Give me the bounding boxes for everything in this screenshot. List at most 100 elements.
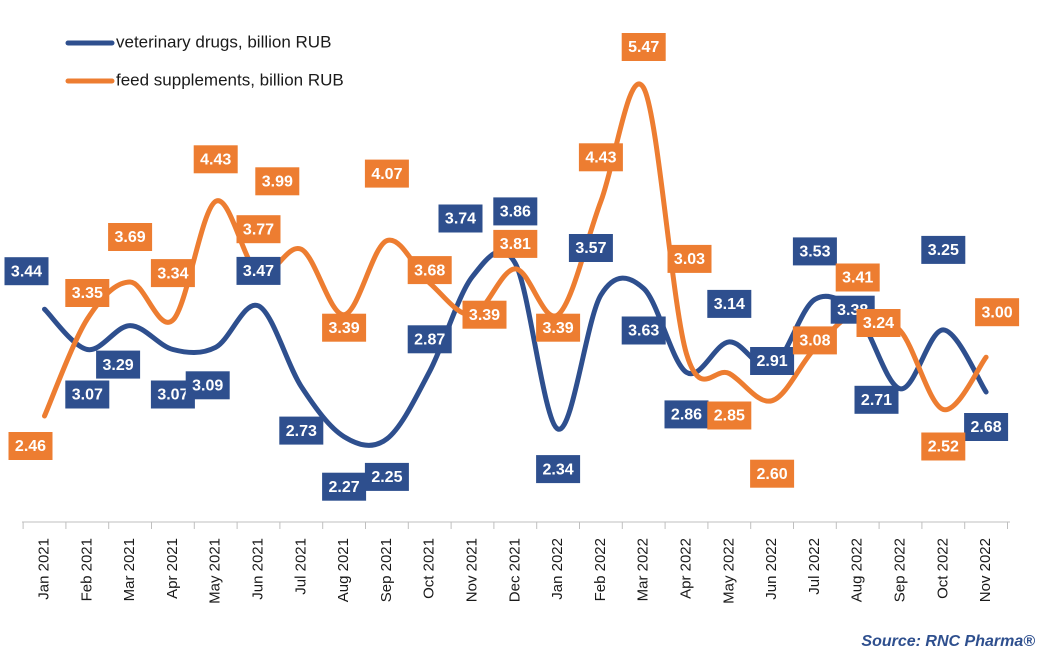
data-label: 3.07	[72, 387, 103, 404]
x-tick-label: Nov 2022	[977, 538, 994, 602]
data-label-box: 3.39	[536, 313, 581, 342]
data-label-background	[621, 316, 666, 345]
data-label-box: 3.41	[835, 263, 880, 292]
data-label-background	[193, 145, 238, 174]
data-label-background	[150, 259, 195, 288]
x-tick-label: Sep 2021	[378, 538, 395, 602]
data-label-background	[65, 279, 110, 307]
x-tick-label: Apr 2021	[164, 538, 181, 599]
data-label-background	[364, 159, 409, 188]
data-label: 3.77	[243, 221, 274, 238]
data-label: 3.81	[500, 236, 531, 253]
data-label-background	[964, 413, 1009, 441]
data-label: 3.00	[982, 304, 1013, 321]
data-label: 3.35	[72, 285, 103, 302]
data-label: 3.07	[157, 387, 188, 404]
data-label-box: 5.47	[621, 33, 666, 61]
data-label-background	[536, 455, 581, 484]
data-label-background	[854, 385, 899, 414]
data-label-box: 2.60	[750, 459, 795, 488]
data-label-background	[578, 143, 623, 172]
data-label-background	[536, 313, 581, 342]
data-label: 3.47	[243, 263, 274, 280]
data-label: 2.86	[671, 407, 702, 424]
data-label-box: 3.77	[236, 215, 281, 244]
data-labels: 3.443.073.293.073.093.472.732.272.252.87…	[4, 33, 1020, 501]
data-label: 4.43	[200, 152, 231, 169]
data-label-background	[750, 347, 795, 375]
data-label-background	[462, 300, 507, 329]
data-label-background	[4, 257, 49, 286]
data-label-background	[921, 432, 966, 461]
data-label: 3.68	[414, 262, 445, 279]
data-label-box: 3.68	[407, 256, 452, 285]
x-tick-label: May 2022	[720, 538, 737, 604]
data-label-box: 3.34	[150, 259, 195, 288]
data-label-box: 2.68	[964, 413, 1009, 441]
data-label-box: 4.43	[193, 145, 238, 174]
data-label: 3.86	[500, 204, 531, 221]
data-label: 3.57	[575, 240, 606, 257]
data-label: 3.09	[192, 378, 223, 395]
x-axis-ticks: Jan 2021 Feb 2021 Mar 2021 Apr 2021 May 2021…	[22, 522, 1008, 604]
data-label: 2.46	[15, 438, 46, 455]
data-label-background	[707, 289, 752, 318]
data-label-background	[407, 325, 452, 354]
data-label-background	[322, 313, 367, 342]
data-label: 2.85	[714, 408, 745, 425]
data-label-background	[856, 309, 901, 337]
x-tick-label: Feb 2022	[592, 538, 609, 601]
x-tick-label: Jul 2021	[292, 538, 309, 595]
data-label-background	[667, 244, 712, 273]
x-tick-label: Jun 2022	[763, 538, 780, 600]
data-label-background	[8, 432, 53, 460]
data-label-box: 3.07	[65, 380, 110, 409]
data-label-background	[750, 459, 795, 488]
data-label-background	[493, 229, 538, 258]
x-tick-label: Jul 2022	[806, 538, 823, 595]
data-label-box: 3.86	[493, 197, 538, 226]
data-label: 3.34	[157, 265, 188, 282]
source-note: Source: RNC Pharma®	[861, 633, 1035, 650]
data-label: 3.99	[262, 174, 293, 191]
legend: veterinary drugs, billion RUB feed supple…	[65, 32, 344, 89]
data-label: 3.14	[714, 296, 745, 313]
data-label: 3.74	[445, 211, 476, 228]
data-label-background	[792, 237, 837, 266]
data-label-box: 2.87	[407, 325, 452, 354]
x-tick-label: Oct 2022	[934, 538, 951, 599]
data-label-box: 3.24	[856, 309, 901, 337]
data-label-background	[707, 401, 752, 430]
data-label-box: 3.57	[568, 234, 613, 262]
x-tick-label: Dec 2021	[506, 538, 523, 602]
data-label: 3.39	[469, 307, 500, 324]
data-label-box: 3.07	[150, 380, 195, 409]
legend-label: feed supplements, billion RUB	[116, 70, 344, 89]
data-label: 3.39	[543, 320, 574, 337]
x-tick-label: Apr 2022	[677, 538, 694, 599]
data-label: 3.69	[115, 229, 146, 246]
x-tick-label: Feb 2021	[78, 538, 95, 601]
data-label-box: 4.07	[364, 159, 409, 188]
x-tick-label: Jun 2021	[249, 538, 266, 600]
data-label-box: 3.53	[792, 237, 837, 266]
data-label-background	[568, 234, 613, 262]
data-label-box: 2.86	[664, 400, 709, 429]
data-label-box: 3.39	[322, 313, 367, 342]
x-tick-label: May 2021	[207, 538, 224, 604]
data-label: 5.47	[628, 39, 659, 56]
data-label-box: 3.63	[621, 316, 666, 345]
data-label-box: 3.09	[185, 371, 230, 400]
data-label-box: 3.03	[667, 244, 712, 273]
data-label-background	[975, 298, 1020, 327]
x-tick-label: Sep 2022	[891, 538, 908, 602]
data-label: 3.41	[842, 270, 873, 287]
data-label: 3.08	[799, 333, 830, 350]
data-label-box: 2.52	[921, 432, 966, 461]
data-label-box: 2.34	[536, 455, 581, 484]
data-label-background	[185, 371, 230, 400]
data-label-box: 2.27	[322, 472, 367, 501]
data-label-box: 2.85	[707, 401, 752, 430]
data-label-box: 3.69	[108, 223, 153, 251]
